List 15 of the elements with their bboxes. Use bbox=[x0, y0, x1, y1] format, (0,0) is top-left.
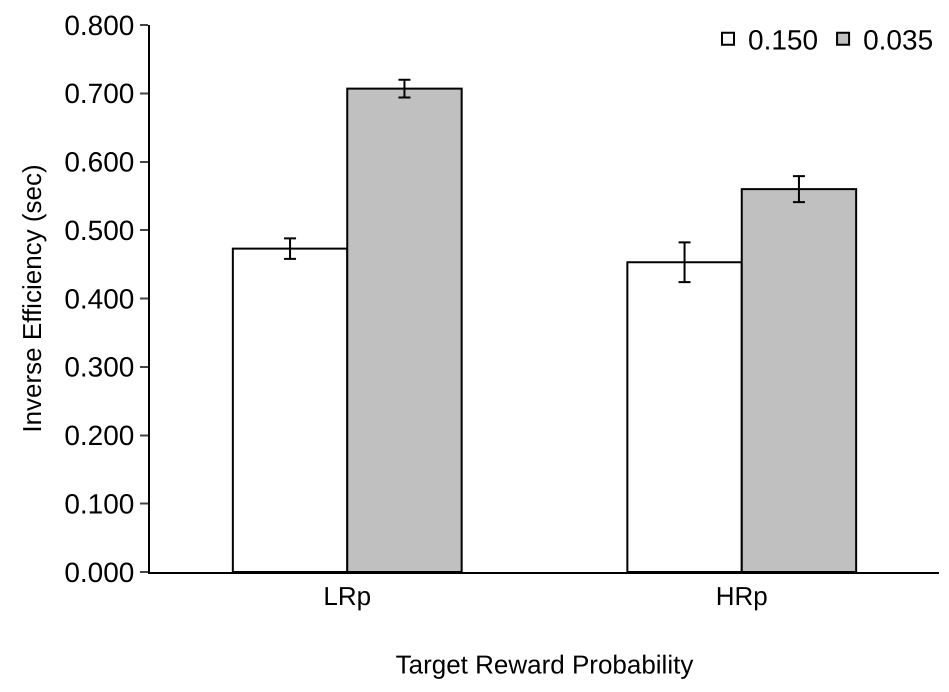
y-tick-label: 0.300 bbox=[64, 352, 134, 383]
y-tick-label: 0.500 bbox=[64, 214, 134, 246]
legend-label: 0.150 bbox=[748, 24, 818, 56]
x-axis-title: Target Reward Probability bbox=[396, 649, 694, 680]
y-tick-label: 0.000 bbox=[64, 556, 134, 588]
y-tick-label: 0.400 bbox=[64, 283, 134, 314]
y-tick-label: 0.800 bbox=[64, 10, 134, 41]
y-tick-label: 0.100 bbox=[64, 488, 134, 520]
y-tick-label: 0.700 bbox=[64, 78, 134, 110]
y-tick-label: 0.200 bbox=[64, 420, 134, 452]
y-tick-label: 0.600 bbox=[64, 146, 134, 178]
x-tick-label: LRp bbox=[323, 581, 372, 612]
y-axis-title: Inverse Efficiency (sec) bbox=[17, 164, 48, 433]
x-tick-label: HRp bbox=[716, 581, 768, 612]
legend-label: 0.035 bbox=[863, 24, 934, 56]
